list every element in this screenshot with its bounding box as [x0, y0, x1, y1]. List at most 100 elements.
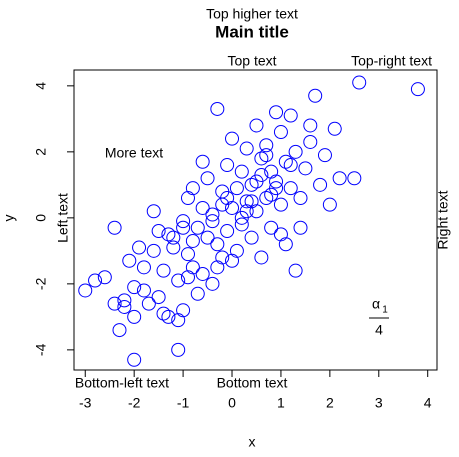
point: [259, 148, 274, 163]
point: [210, 260, 225, 275]
point: [171, 313, 186, 328]
point: [210, 101, 225, 116]
y-tick-label: -2: [33, 277, 49, 290]
point: [107, 296, 122, 311]
point: [322, 197, 337, 212]
point: [200, 230, 215, 245]
y-tick-label: 4: [33, 82, 49, 90]
point: [229, 181, 244, 196]
point: [283, 158, 298, 173]
fraction-numerator: α: [372, 296, 380, 312]
point: [171, 273, 186, 288]
annotation: Top-right text: [351, 53, 432, 69]
y-tick-label: 0: [33, 214, 49, 222]
point: [180, 247, 195, 262]
point: [278, 154, 293, 169]
point: [225, 253, 240, 268]
point: [244, 194, 259, 209]
point: [308, 88, 323, 103]
annotation: Right text: [435, 190, 451, 249]
point: [161, 227, 176, 242]
point: [195, 200, 210, 215]
point: [327, 121, 342, 136]
point: [161, 309, 176, 324]
point: [127, 280, 142, 295]
point: [244, 230, 259, 245]
point: [146, 204, 161, 219]
point: [210, 237, 225, 252]
point: [78, 283, 93, 298]
point: [273, 227, 288, 242]
point: [347, 171, 362, 186]
x-tick-label: 3: [375, 395, 383, 411]
point: [254, 250, 269, 265]
point: [156, 263, 171, 278]
point: [239, 204, 254, 219]
point: [298, 161, 313, 176]
point: [180, 270, 195, 285]
point: [122, 253, 137, 268]
point: [293, 220, 308, 235]
point: [317, 148, 332, 163]
point: [195, 266, 210, 281]
point: [259, 191, 274, 206]
point: [205, 214, 220, 229]
x-tick-label: 4: [424, 395, 432, 411]
point: [190, 286, 205, 301]
point: [293, 191, 308, 206]
point: [146, 243, 161, 258]
x-tick-label: 2: [326, 395, 334, 411]
point: [176, 220, 191, 235]
plot-frame: [73, 69, 438, 371]
point: [254, 167, 269, 182]
point: [185, 233, 200, 248]
point: [332, 171, 347, 186]
point: [225, 131, 240, 146]
point: [229, 243, 244, 258]
point: [127, 352, 142, 367]
point: [220, 191, 235, 206]
point: [141, 296, 156, 311]
point: [225, 200, 240, 215]
point: [127, 309, 142, 324]
point: [151, 290, 166, 305]
point: [166, 240, 181, 255]
point: [205, 207, 220, 222]
point: [180, 191, 195, 206]
x-axis-label: x: [249, 434, 256, 450]
fraction-denominator: 4: [375, 322, 383, 338]
point: [239, 194, 254, 209]
point: [215, 250, 230, 265]
point: [273, 197, 288, 212]
point: [313, 177, 328, 192]
point: [151, 224, 166, 239]
point: [234, 164, 249, 179]
point: [117, 299, 132, 314]
point: [200, 171, 215, 186]
point: [278, 237, 293, 252]
point: [249, 204, 264, 219]
annotation: Bottom text: [217, 375, 288, 391]
x-tick-label: -2: [128, 395, 141, 411]
annotation: Left text: [55, 193, 71, 243]
annotation: Top text: [227, 53, 276, 69]
point: [254, 151, 269, 166]
point: [112, 323, 127, 338]
point: [234, 217, 249, 232]
annotation: More text: [105, 145, 163, 161]
subtitle: Top higher text: [206, 6, 298, 22]
point: [176, 303, 191, 318]
y-tick-label: 2: [33, 148, 49, 156]
point: [136, 283, 151, 298]
point: [176, 214, 191, 229]
annotation: Bottom-left text: [75, 375, 169, 391]
fraction-subscript: 1: [382, 305, 388, 316]
chart-title: Main title: [215, 22, 289, 41]
point: [220, 224, 235, 239]
point: [303, 118, 318, 133]
point: [220, 158, 235, 173]
y-tick-label: -4: [33, 343, 49, 356]
x-tick-label: 0: [228, 395, 236, 411]
x-tick-label: -1: [177, 395, 190, 411]
